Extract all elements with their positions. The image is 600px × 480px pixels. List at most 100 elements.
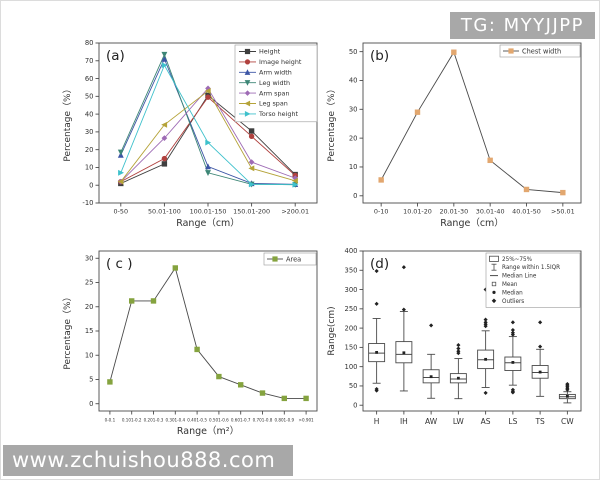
y-tick-label: 50: [85, 93, 94, 101]
x-axis-label: Range（m²）: [177, 425, 239, 437]
legend-label: Arm width: [259, 69, 292, 77]
y-tick-label: 10: [85, 164, 94, 172]
x-axis-label: Range（cm）: [440, 217, 504, 229]
legend-label: Area: [286, 255, 301, 263]
x-tick-label: 0-10: [374, 208, 389, 216]
y-tick-label: 20: [85, 303, 94, 311]
y-axis-label: Percentage（%）: [326, 84, 337, 161]
legend-label: Outliers: [502, 299, 524, 305]
legend-label: 25%~75%: [502, 257, 533, 263]
y-axis-label: Percentage（%）: [62, 84, 73, 161]
x-tick-label: AW: [425, 417, 438, 426]
x-tick-label: 0.701-0.8: [253, 418, 273, 423]
y-tick-label: 50: [349, 48, 358, 56]
mean-marker: [484, 357, 488, 361]
subplot-d-svg: 0 50 100 150 200 250 300 350 400 H IH AW LW AS LS TS CW R…: [327, 247, 582, 426]
mean-marker: [565, 394, 569, 398]
y-tick-label: 0: [89, 400, 93, 408]
y-tick-label: 0: [353, 192, 357, 200]
y-tick-label: -10: [82, 199, 93, 207]
y-tick-label: 100: [345, 363, 358, 371]
x-tick-label: 0.801-0.9: [274, 418, 294, 423]
x-tick-label: 0.601-0.7: [231, 418, 251, 423]
panel-label: ( c ): [106, 256, 133, 272]
x-tick-label: AS: [481, 417, 491, 426]
x-axis-label: Range（cm）: [176, 217, 240, 229]
y-tick-label: 50: [349, 382, 358, 390]
y-tick-label: 40: [85, 110, 94, 118]
y-tick-label: 5: [89, 376, 93, 384]
mean-marker: [402, 351, 406, 355]
x-tick-label: 100.01-150: [190, 208, 227, 216]
x-tick-label: 50.01-100: [148, 208, 181, 216]
legend-label: Median Line: [502, 274, 537, 280]
y-axis-label: Range(cm): [327, 306, 337, 355]
subplot-a-svg: -10 0 10 20 30 40 50 60 70 80 0-50 50.01-100 100.01-…: [62, 39, 318, 229]
subplot-b-line-chart: 0 10 20 30 40 50 0-10 10.01-20 20.01-30 30.01-40 4…: [321, 29, 589, 239]
x-tick-label: 0.201-0.3: [144, 418, 164, 423]
x-tick-label: 0-50: [114, 208, 129, 216]
y-tick-label: 150: [345, 344, 358, 352]
x-tick-label: 40.01-50: [512, 208, 541, 216]
y-tick-label: 300: [345, 286, 358, 294]
subplot-d-box-plot: 0 50 100 150 200 250 300 350 400 H IH AW LW AS LS TS CW R…: [321, 237, 589, 447]
x-tick-label: >50.01: [551, 208, 575, 216]
legend-label: Leg span: [259, 100, 288, 108]
legend-label: Arm span: [259, 89, 290, 97]
x-tick-label: 0.501-0.6: [209, 418, 229, 423]
x-tick-label: 0.301-0.4: [165, 418, 185, 423]
x-tick-label: H: [374, 417, 380, 426]
x-tick-label: CW: [561, 417, 574, 426]
y-tick-label: 400: [345, 247, 358, 255]
y-tick-label: 40: [349, 77, 358, 85]
x-tick-label: >200.01: [281, 208, 309, 216]
y-tick-label: 80: [85, 39, 94, 47]
y-axis-label: Percentage（%）: [62, 292, 73, 369]
y-tick-label: 200: [345, 324, 358, 332]
mean-marker: [429, 375, 433, 379]
y-tick-label: 250: [345, 305, 358, 313]
subplot-a-line-chart: -10 0 10 20 30 40 50 60 70 80 0-50 50.01-100 100.01-…: [57, 29, 325, 239]
y-tick-label: 0: [89, 181, 93, 189]
y-tick-label: 30: [85, 254, 94, 262]
x-tick-label: IH: [400, 417, 408, 426]
y-tick-label: 30: [85, 128, 94, 136]
legend-label: Chest width: [522, 47, 561, 55]
y-tick-label: 10: [85, 351, 94, 359]
y-tick-label: 0: [353, 401, 357, 409]
legend-label: Height: [259, 48, 281, 56]
x-tick-label: 10.01-20: [403, 208, 432, 216]
y-tick-label: 30: [349, 106, 358, 114]
legend-label: Mean: [502, 282, 518, 288]
x-tick-label: 0.101-0.2: [122, 418, 142, 423]
subplot-c-svg: 0 5 10 15 20 25 30 0-0.1 0.101-0.2 0.201-0.3 0.301…: [62, 250, 318, 437]
x-tick-label: 20.01-30: [439, 208, 468, 216]
legend-label: Torso height: [258, 110, 298, 118]
mean-marker: [511, 361, 515, 364]
x-tick-label: LW: [453, 417, 464, 426]
y-tick-label: 10: [349, 163, 358, 171]
y-tick-label: 25: [85, 279, 94, 287]
x-tick-label: 30.01-40: [476, 208, 505, 216]
x-tick-label: 0.401-0.5: [187, 418, 207, 423]
legend-label: Median: [502, 290, 523, 296]
x-tick-label: TS: [534, 417, 545, 426]
panel-label: (b): [370, 48, 389, 64]
y-tick-label: 15: [85, 327, 94, 335]
subplot-b-svg: 0 10 20 30 40 50 0-10 10.01-20 20.01-30 30.01-40 4…: [326, 42, 582, 229]
x-tick-label: LS: [508, 417, 517, 426]
mean-marker: [538, 370, 542, 374]
panel-label: (d): [370, 256, 389, 272]
x-tick-label: 150.01-200: [233, 208, 270, 216]
legend-label: Leg width: [259, 79, 290, 87]
y-tick-label: 20: [85, 146, 94, 154]
y-tick-label: 350: [345, 266, 358, 274]
watermark-website: www.zchuishou888.com: [3, 445, 294, 476]
subplot-c-line-chart: 0 5 10 15 20 25 30 0-0.1 0.101-0.2 0.201-0.3 0.301…: [57, 237, 325, 447]
y-tick-label: 20: [349, 134, 358, 142]
legend-label: Range within 1.5IQR: [502, 265, 560, 271]
y-tick-label: 60: [85, 75, 94, 83]
panel-label: (a): [106, 48, 125, 64]
mean-marker: [375, 350, 379, 354]
